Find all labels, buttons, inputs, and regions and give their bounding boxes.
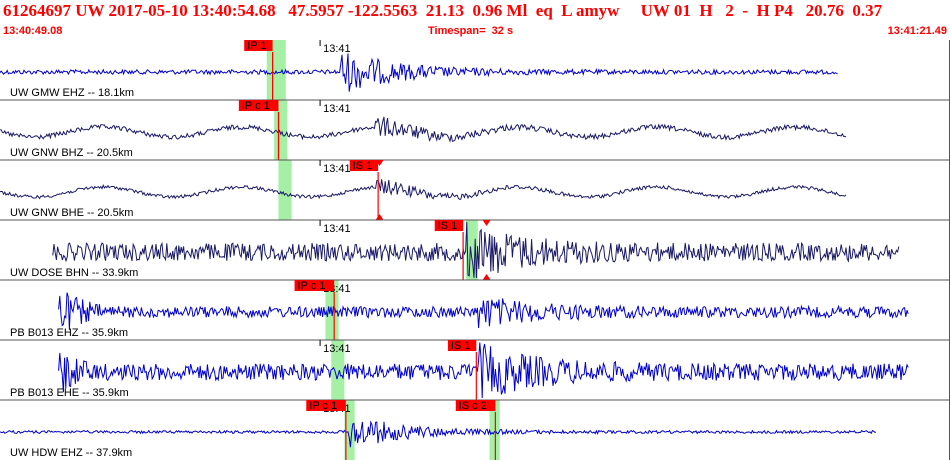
minute-mark-label: 13:41 xyxy=(323,163,351,175)
pick-window-band xyxy=(274,100,288,160)
pick-window-band xyxy=(325,280,339,340)
pick-window-band xyxy=(489,400,500,460)
trace-row[interactable]: 13:41 IS 1 PB B013 EHE -- 35.9km xyxy=(0,339,950,400)
end-time-label: 13:41:21.49 xyxy=(887,25,947,37)
trace-row[interactable]: 13:41 IP c 1 UW GNW BHZ -- 20.5km xyxy=(0,99,950,160)
pick-label-box[interactable] xyxy=(244,40,273,51)
arrival-triangle-down xyxy=(482,220,491,226)
channel-label: UW HDW EHZ -- 37.9km xyxy=(10,447,132,459)
pick-label: IS 1 xyxy=(353,160,373,172)
arrival-triangle-up xyxy=(375,214,384,220)
pick-label: IS c 2 xyxy=(459,400,487,412)
waveform-trace xyxy=(0,116,847,143)
minute-mark-label: 13:41 xyxy=(323,343,351,355)
waveform-trace xyxy=(0,53,838,92)
waveform-trace xyxy=(0,420,876,448)
trace-row[interactable]: 13:41 IP 1 UW GMW EHZ -- 18.1km xyxy=(0,40,838,100)
channel-label: UW GNW BHE -- 20.5km xyxy=(10,207,133,219)
channel-label: UW GNW BHZ -- 20.5km xyxy=(10,147,133,159)
waveform-trace xyxy=(58,342,909,399)
pick-window-band xyxy=(344,400,355,460)
pick-label-box[interactable] xyxy=(294,280,335,291)
minute-mark-label: 13:41 xyxy=(323,223,351,235)
event-header: 61264697 UW 2017-05-10 13:40:54.68 47.59… xyxy=(0,0,950,40)
pick-label: IP 1 xyxy=(247,40,266,52)
pick-label: IP c 1 xyxy=(309,400,337,412)
pick-label-box[interactable] xyxy=(434,220,464,231)
pick-label: IS 1 xyxy=(438,220,458,232)
channel-label: PB B013 EHE -- 35.9km xyxy=(10,387,129,399)
channel-label: PB B013 EHZ -- 35.9km xyxy=(10,327,128,339)
waveform-trace xyxy=(52,221,900,279)
pick-window-band xyxy=(466,220,478,280)
waveform-trace xyxy=(58,292,909,330)
pick-label-box[interactable] xyxy=(306,400,346,411)
pick-label: IS 1 xyxy=(451,340,471,352)
arrival-triangle-down xyxy=(375,160,384,166)
pick-label: IP c 1 xyxy=(242,100,270,112)
channel-label: UW GMW EHZ -- 18.1km xyxy=(10,87,134,99)
pick-window-band xyxy=(278,160,292,220)
pick-window-band xyxy=(266,40,286,100)
minute-mark-label: 13:41 xyxy=(323,43,351,55)
pick-label-box[interactable] xyxy=(447,340,477,351)
start-time-label: 13:40:49.08 xyxy=(3,25,63,37)
minute-mark-label: 13:41 xyxy=(323,103,351,115)
pick-label: IP c 1 xyxy=(298,280,326,292)
event-title: 61264697 UW 2017-05-10 13:40:54.68 47.59… xyxy=(3,1,883,20)
pick-window-band xyxy=(331,340,345,400)
pick-label-box[interactable] xyxy=(455,400,496,411)
trace-row[interactable]: 13:41 IS 1 UW DOSE BHN -- 33.9km xyxy=(0,219,950,280)
timespan-label: Timespan= 32 s xyxy=(428,25,514,37)
pick-label-box[interactable] xyxy=(349,160,379,171)
trace-row[interactable]: 13:41 IS 1 UW GNW BHE -- 20.5km xyxy=(0,159,950,220)
arrival-triangle-up xyxy=(482,274,491,280)
channel-label: UW DOSE BHN -- 33.9km xyxy=(10,267,138,279)
pick-label-box[interactable] xyxy=(238,100,279,111)
waveform-trace xyxy=(0,179,847,200)
seismogram-panel[interactable]: 13:41 IP 1 UW GMW EHZ -- 18.1km 13:41 IP c 1… xyxy=(0,40,950,460)
